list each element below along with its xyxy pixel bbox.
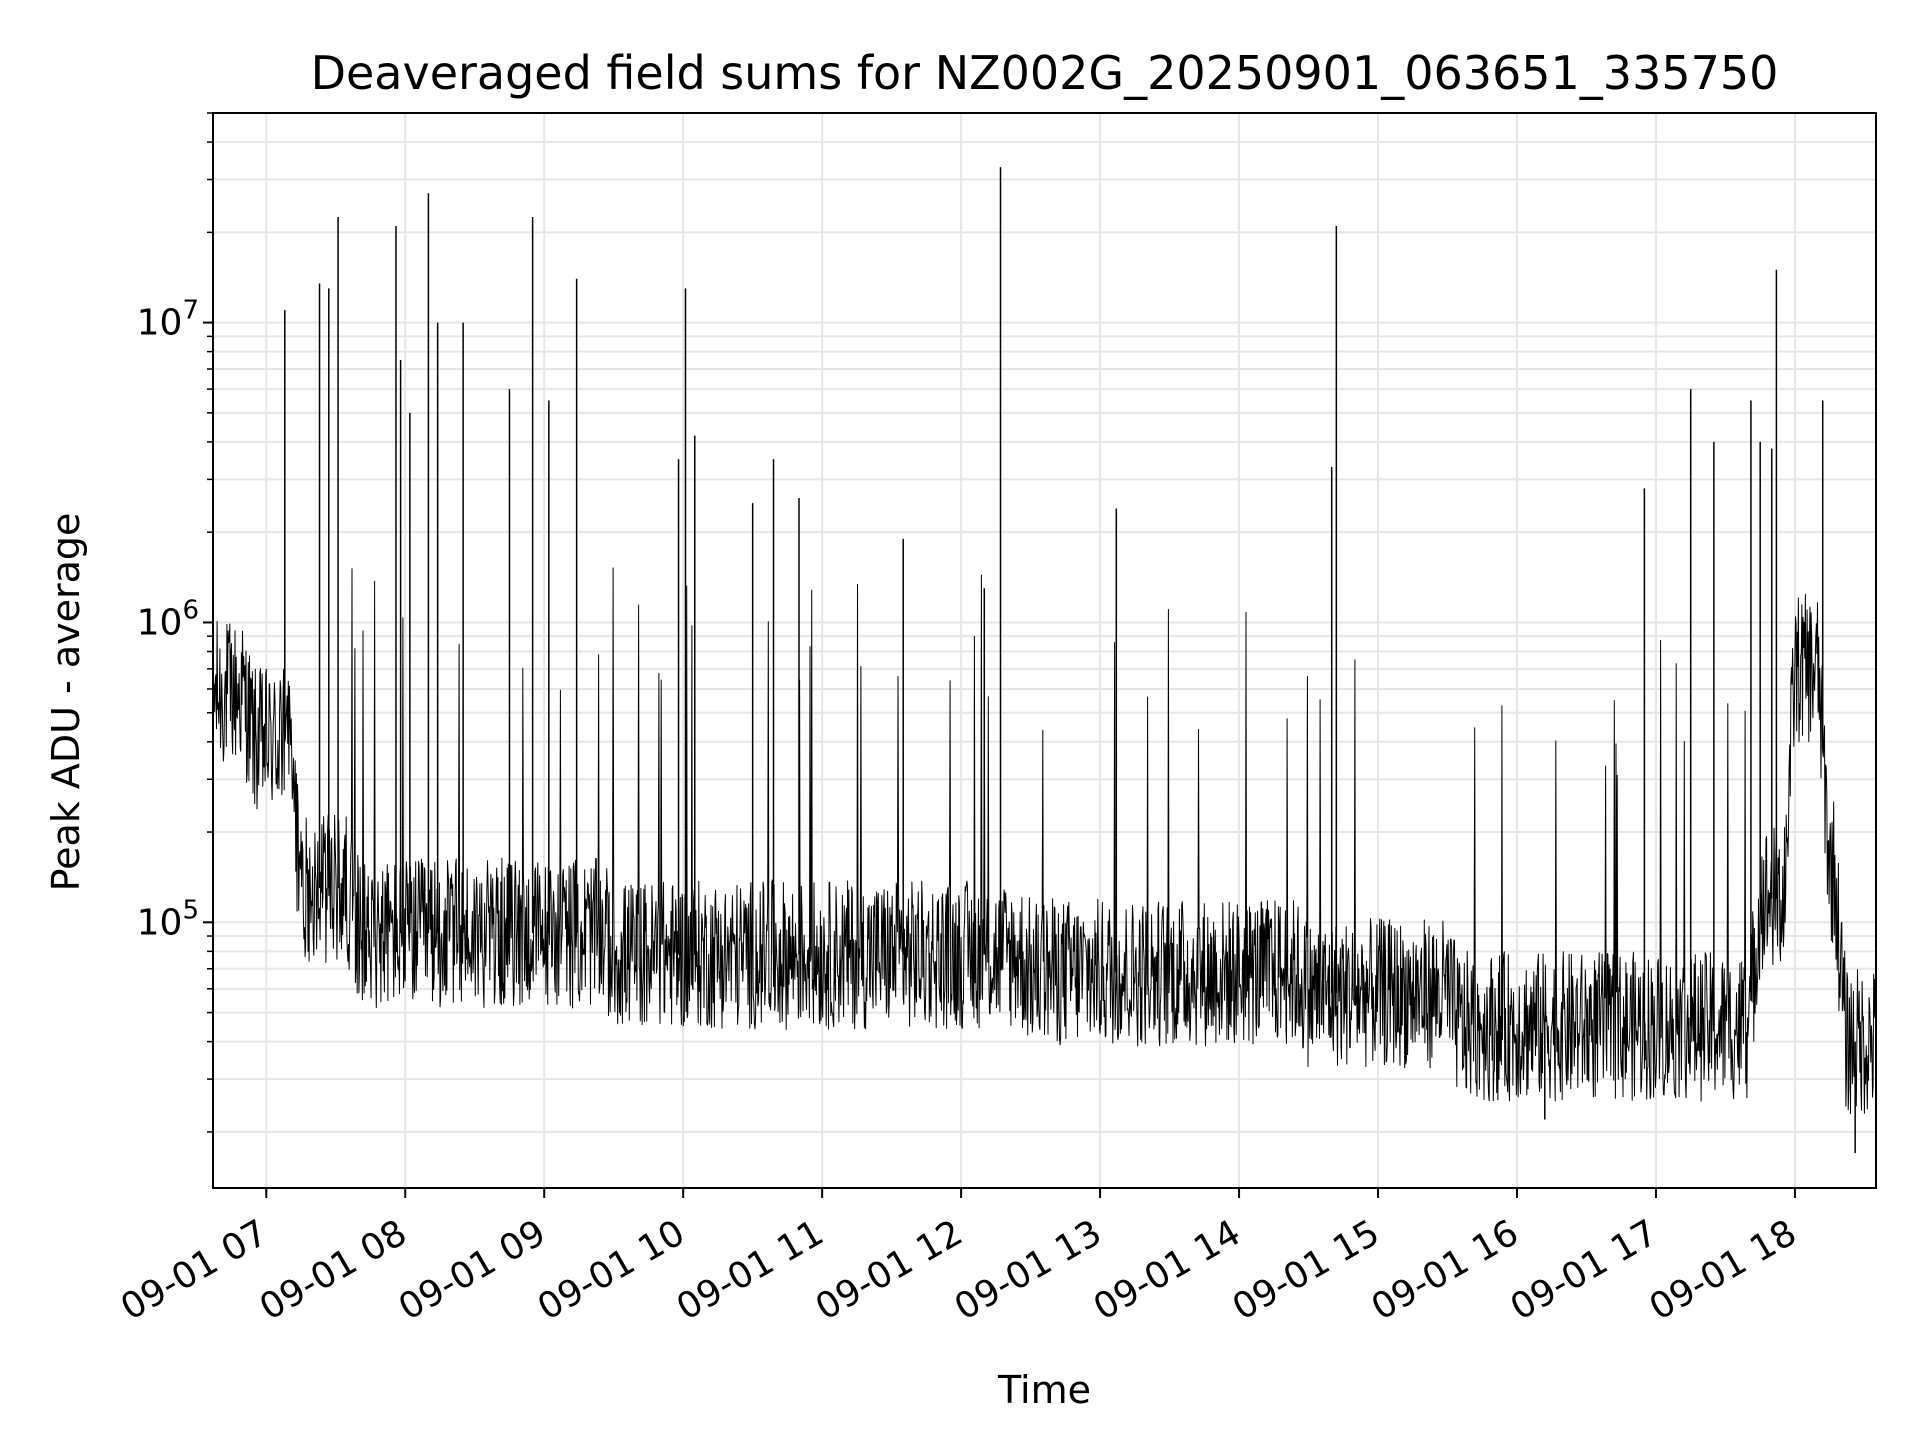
x-tick-label: 09-01 18 — [1643, 1212, 1804, 1328]
series-line — [212, 567, 1877, 1115]
y-axis-label: Peak ADU - average — [44, 512, 88, 892]
plot-frame — [212, 112, 1877, 1189]
y-tick-label: 107 — [137, 296, 199, 344]
x-axis-label: Time — [998, 1368, 1091, 1412]
y-tick-label: 105 — [137, 895, 199, 943]
x-tick-label: 09-01 12 — [809, 1212, 970, 1328]
x-tick-label: 09-01 15 — [1226, 1212, 1387, 1328]
x-tick-label: 09-01 17 — [1504, 1212, 1665, 1328]
x-tick-label: 09-01 11 — [670, 1212, 831, 1328]
chart-title: Deaveraged field sums for NZ002G_2025090… — [310, 46, 1779, 100]
series-layer — [212, 167, 1877, 1154]
x-tick-label: 09-01 14 — [1087, 1212, 1248, 1328]
x-tick-label: 09-01 10 — [531, 1212, 692, 1328]
x-tick-label: 09-01 08 — [253, 1212, 414, 1328]
grid-layer — [213, 112, 1876, 1188]
x-tick-label: 09-01 13 — [948, 1212, 1109, 1328]
x-tick-label: 09-01 09 — [392, 1212, 553, 1328]
x-tick-label: 09-01 16 — [1365, 1212, 1526, 1328]
x-tick-label: 09-01 07 — [114, 1212, 275, 1328]
y-tick-label: 106 — [137, 595, 199, 643]
